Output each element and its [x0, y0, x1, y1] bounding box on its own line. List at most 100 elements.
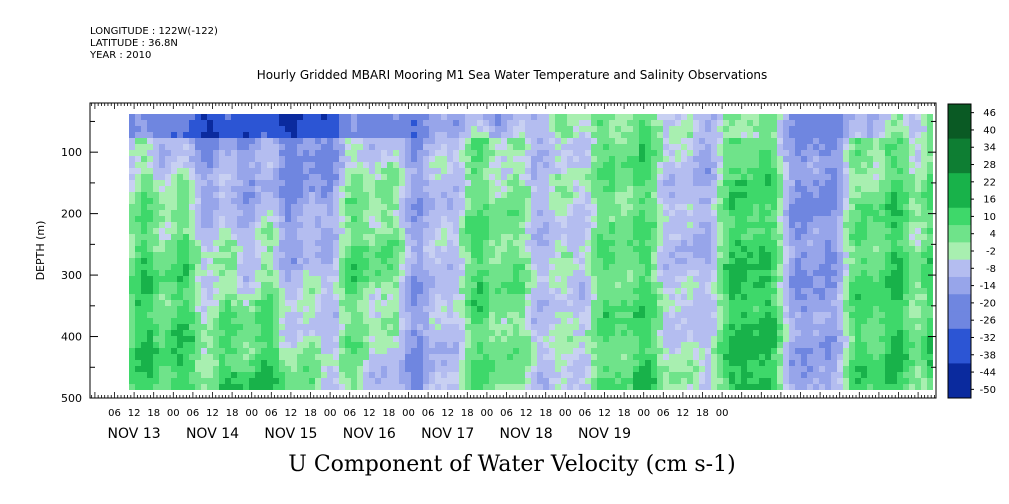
heat-cell	[687, 378, 694, 385]
heat-cell	[261, 366, 268, 373]
heat-cell	[615, 264, 622, 271]
heat-cell	[741, 228, 748, 235]
heat-cell	[189, 258, 196, 265]
heat-cell	[741, 120, 748, 127]
heat-cell	[741, 138, 748, 145]
heat-cell	[747, 282, 754, 289]
heat-cell	[447, 312, 454, 319]
heat-cell	[705, 294, 712, 301]
heat-cell	[705, 216, 712, 223]
heat-cell	[585, 132, 592, 139]
heat-cell	[219, 360, 226, 367]
heat-cell	[417, 132, 424, 139]
heat-cell	[561, 366, 568, 373]
heat-cell	[177, 132, 184, 139]
heat-cell	[387, 306, 394, 313]
heat-cell	[429, 204, 436, 211]
heat-cell	[645, 252, 652, 259]
heat-cell	[531, 126, 538, 133]
heat-cell	[411, 198, 418, 205]
heat-cell	[543, 228, 550, 235]
heat-cell	[129, 216, 136, 223]
heat-cell	[165, 192, 172, 199]
heat-cell	[423, 282, 430, 289]
heat-cell	[669, 330, 676, 337]
heat-cell	[453, 372, 460, 379]
heat-cell	[585, 168, 592, 175]
heat-cell	[627, 114, 634, 121]
heat-cell	[273, 144, 280, 151]
heat-cell	[345, 156, 352, 163]
heat-cell	[555, 114, 562, 121]
heat-cell	[711, 192, 718, 199]
heat-cell	[531, 312, 538, 319]
heat-cell	[471, 240, 478, 247]
heat-cell	[321, 372, 328, 379]
heat-cell	[561, 246, 568, 253]
heat-cell	[417, 234, 424, 241]
heat-cell	[339, 300, 346, 307]
heat-cell	[531, 294, 538, 301]
heat-cell	[231, 354, 238, 361]
heat-cell	[651, 234, 658, 241]
heat-cell	[273, 120, 280, 127]
heat-cell	[495, 222, 502, 229]
heat-cell	[261, 300, 268, 307]
heat-cell	[483, 180, 490, 187]
heat-cell	[663, 306, 670, 313]
heat-cell	[417, 336, 424, 343]
heat-cell	[177, 330, 184, 337]
heat-cell	[663, 138, 670, 145]
heat-cell	[501, 144, 508, 151]
heat-cell	[489, 360, 496, 367]
heat-cell	[591, 342, 598, 349]
heat-cell	[615, 282, 622, 289]
heat-cell	[711, 216, 718, 223]
heat-cell	[471, 318, 478, 325]
heat-cell	[147, 120, 154, 127]
heat-cell	[675, 378, 682, 385]
heat-cell	[489, 246, 496, 253]
heat-cell	[177, 222, 184, 229]
heat-cell	[627, 324, 634, 331]
heat-cell	[543, 174, 550, 181]
heat-cell	[417, 204, 424, 211]
heat-cell	[171, 114, 178, 121]
heat-cell	[735, 246, 742, 253]
heat-cell	[141, 138, 148, 145]
heat-cell	[369, 132, 376, 139]
heat-cell	[741, 180, 748, 187]
heat-cell	[537, 372, 544, 379]
heat-cell	[585, 312, 592, 319]
heat-cell	[633, 132, 640, 139]
heat-cell	[735, 276, 742, 283]
heat-cell	[405, 222, 412, 229]
heat-cell	[231, 288, 238, 295]
heat-cell	[225, 300, 232, 307]
heat-cell	[609, 114, 616, 121]
heat-cell	[423, 342, 430, 349]
heat-cell	[639, 240, 646, 247]
heat-cell	[627, 138, 634, 145]
heat-cell	[681, 282, 688, 289]
heat-cell	[699, 300, 706, 307]
heat-cell	[375, 210, 382, 217]
heat-cell	[459, 378, 466, 385]
heat-cell	[741, 306, 748, 313]
heat-cell	[213, 246, 220, 253]
heat-cell	[513, 234, 520, 241]
heat-cell	[243, 342, 250, 349]
heat-cell	[129, 318, 136, 325]
heat-cell	[429, 216, 436, 223]
heat-cell	[459, 210, 466, 217]
heat-cell	[675, 222, 682, 229]
heat-cell	[723, 240, 730, 247]
heat-cell	[735, 384, 742, 390]
heat-cell	[249, 300, 256, 307]
heat-cell	[231, 342, 238, 349]
heat-cell	[747, 354, 754, 361]
heat-cell	[477, 294, 484, 301]
heat-cell	[531, 174, 538, 181]
heat-cell	[663, 378, 670, 385]
heat-cell	[687, 312, 694, 319]
